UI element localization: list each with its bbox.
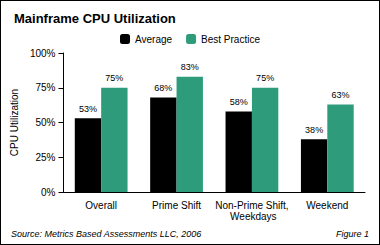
svg-text:68%: 68%: [154, 83, 172, 93]
svg-text:Prime Shift: Prime Shift: [152, 200, 201, 211]
svg-text:53%: 53%: [79, 104, 97, 114]
svg-text:75%: 75%: [35, 82, 55, 93]
svg-text:Weekdays: Weekdays: [227, 211, 276, 222]
svg-text:50%: 50%: [35, 117, 55, 128]
svg-text:63%: 63%: [331, 90, 349, 100]
svg-text:38%: 38%: [305, 125, 323, 135]
svg-text:100%: 100%: [30, 48, 56, 59]
svg-text:75%: 75%: [105, 73, 123, 83]
svg-text:Source: Metrics Based Assessme: Source: Metrics Based Assessments LLC, 2…: [11, 229, 201, 239]
svg-text:Mainframe CPU Utilization: Mainframe CPU Utilization: [14, 11, 176, 26]
svg-text:0%: 0%: [41, 187, 56, 198]
svg-text:Best Practice: Best Practice: [201, 34, 260, 45]
svg-text:25%: 25%: [35, 152, 55, 163]
svg-text:83%: 83%: [181, 62, 199, 72]
svg-text:58%: 58%: [230, 97, 248, 107]
svg-text:Figure 1: Figure 1: [336, 229, 369, 239]
svg-text:CPU Utilization: CPU Utilization: [9, 89, 20, 156]
svg-text:Weekend: Weekend: [306, 200, 348, 211]
svg-text:Average: Average: [135, 34, 173, 45]
svg-text:Non-Prime Shift,: Non-Prime Shift,: [215, 200, 288, 211]
svg-text:75%: 75%: [256, 73, 274, 83]
svg-text:Overall: Overall: [85, 200, 117, 211]
